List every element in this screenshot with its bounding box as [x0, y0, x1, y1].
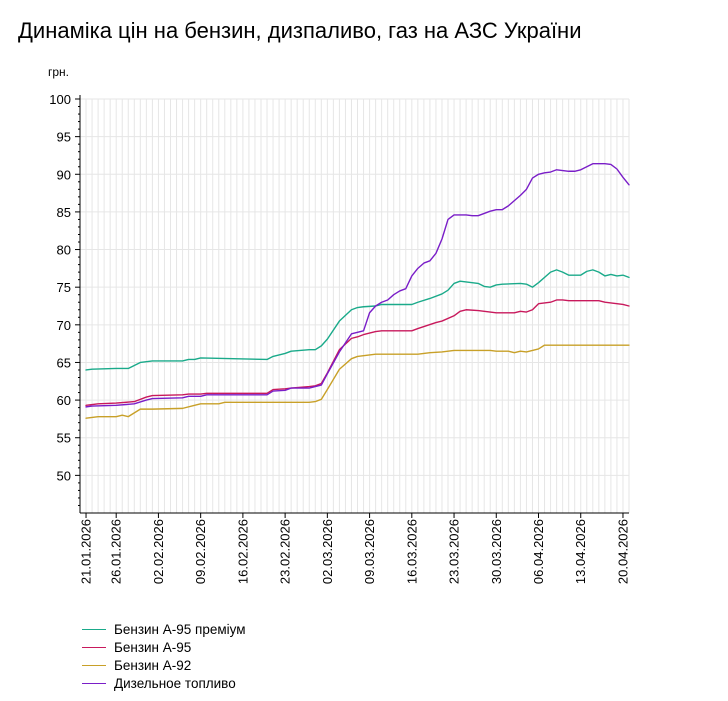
grid-lines: [80, 98, 630, 513]
legend-swatch: [82, 664, 106, 666]
legend-swatch: [82, 646, 106, 648]
y-tick-label: 55: [57, 431, 71, 446]
x-tick-label: 20.04.2026: [615, 519, 630, 584]
series-lines: [85, 163, 630, 419]
x-tick-label: 21.01.2026: [79, 519, 94, 584]
y-tick-label: 60: [57, 393, 71, 408]
y-tick-label: 80: [57, 243, 71, 258]
y-tick-label: 65: [57, 355, 71, 370]
x-tick-label: 06.04.2026: [531, 519, 546, 584]
x-tick-label: 16.03.2026: [404, 519, 419, 584]
series-line: [85, 163, 630, 408]
y-tick-label: 70: [57, 318, 71, 333]
x-tick-label: 02.03.2026: [320, 519, 335, 584]
y-tick-label: 100: [49, 92, 71, 107]
x-tick-label: 30.03.2026: [489, 519, 504, 584]
y-tick-label: 90: [57, 167, 71, 182]
y-axis-unit-label: грн.: [48, 65, 69, 79]
axes: [75, 95, 629, 518]
y-axis-tick-labels: 50 55 60 65 70 75 80 85 90 95 100: [49, 92, 71, 483]
legend-item: Бензин А-92: [82, 656, 246, 674]
series-line: [85, 269, 630, 371]
legend-label: Бензин А-95: [114, 639, 192, 655]
x-tick-label: 09.03.2026: [362, 519, 377, 584]
legend-label: Бензин А-92: [114, 657, 192, 673]
legend-item: Бензин А-95 преміум: [82, 620, 246, 638]
x-tick-label: 09.02.2026: [193, 519, 208, 584]
y-tick-label: 50: [57, 468, 71, 483]
x-tick-label: 23.03.2026: [447, 519, 462, 584]
legend-label: Бензин А-95 преміум: [114, 621, 246, 637]
series-line: [85, 299, 630, 407]
chart-title: Динаміка цін на бензин, дизпаливо, газ н…: [18, 18, 582, 43]
legend-swatch: [82, 628, 106, 630]
y-tick-label: 95: [57, 130, 71, 145]
series-line: [85, 344, 630, 419]
legend-swatch: [82, 682, 106, 684]
x-tick-label: 02.02.2026: [151, 519, 166, 584]
legend-label: Дизельное топливо: [114, 675, 236, 691]
y-tick-label: 75: [57, 280, 71, 295]
x-tick-label: 26.01.2026: [109, 519, 124, 584]
x-tick-label: 16.02.2026: [235, 519, 250, 584]
x-tick-label: 23.02.2026: [278, 519, 293, 584]
legend-item: Дизельное топливо: [82, 674, 246, 692]
x-tick-label: 13.04.2026: [573, 519, 588, 584]
x-axis-tick-labels: 21.01.2026 26.01.2026 02.02.2026 09.02.2026…: [79, 519, 631, 584]
y-tick-label: 85: [57, 205, 71, 220]
legend: Бензин А-95 преміум Бензин А-95 Бензин А-9…: [82, 620, 246, 692]
legend-item: Бензин А-95: [82, 638, 246, 656]
